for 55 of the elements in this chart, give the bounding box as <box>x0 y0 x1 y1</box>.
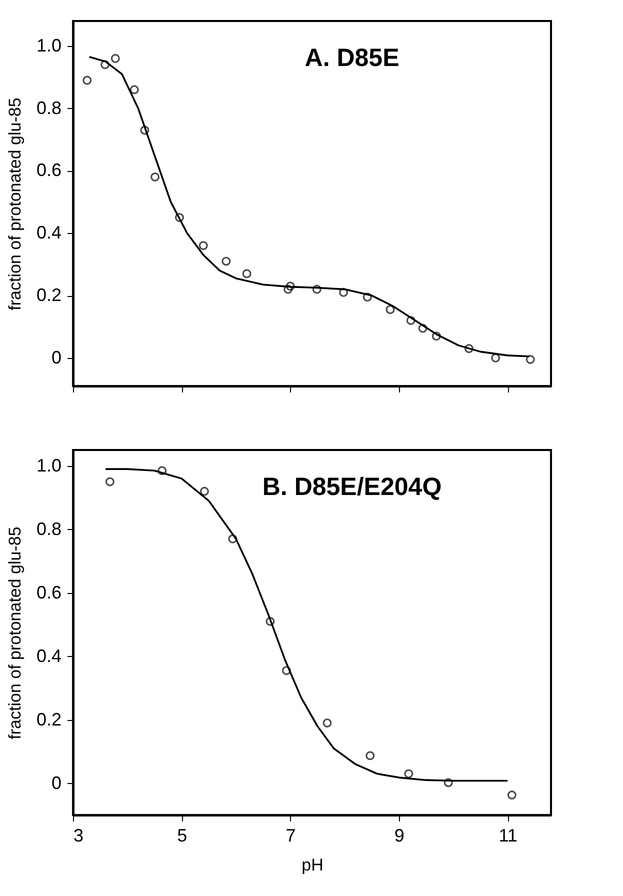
point <box>174 213 184 222</box>
y-tick-label: 1.0 <box>36 35 62 56</box>
y-tick-label: 0.6 <box>36 160 62 180</box>
x-tick-label: 7 <box>286 826 296 846</box>
point <box>507 790 516 800</box>
point <box>464 344 474 354</box>
point <box>242 269 252 278</box>
point <box>366 751 375 760</box>
point <box>100 60 110 70</box>
point <box>150 172 160 182</box>
point <box>406 316 416 325</box>
point <box>158 466 167 476</box>
point <box>105 477 114 486</box>
x-tick-label: 9 <box>394 826 404 846</box>
point <box>282 666 291 676</box>
point <box>322 718 332 728</box>
point <box>200 486 209 496</box>
y-tick-label: 0 <box>51 772 62 793</box>
y-tick-label: 0.4 <box>36 646 62 666</box>
y-axis-title: fraction of protonated glu-85 <box>5 98 24 310</box>
y-tick-label: 0 <box>51 347 62 368</box>
point <box>432 332 441 341</box>
point <box>491 353 500 362</box>
point <box>284 284 293 294</box>
x-axis-title: pH <box>302 856 324 874</box>
y-tick-label: 1.0 <box>36 455 62 476</box>
x-tick-label: 11 <box>498 826 518 846</box>
point <box>82 76 92 85</box>
x-tick-label: 3 <box>74 826 84 846</box>
point <box>222 256 231 266</box>
point <box>130 85 139 94</box>
y-tick-label: 0.8 <box>36 518 62 539</box>
point <box>338 288 348 297</box>
point <box>526 354 535 364</box>
point <box>110 54 120 63</box>
y-tick-label: 0.2 <box>36 285 62 306</box>
y-tick-label: 0.6 <box>36 582 62 602</box>
point <box>444 778 453 788</box>
point <box>404 769 414 778</box>
y-axis-title: fraction of protonated glu-85 <box>5 526 24 740</box>
point <box>418 324 428 333</box>
point <box>198 241 208 250</box>
point <box>312 284 322 294</box>
point <box>362 292 372 302</box>
point <box>386 305 395 314</box>
y-tick-label: 0.8 <box>36 98 62 118</box>
y-tick-label: 0.4 <box>36 222 62 243</box>
point <box>266 616 275 626</box>
y-tick-label: 0.2 <box>36 709 62 730</box>
point <box>228 534 238 544</box>
text: B. D85E/E204Q <box>262 473 442 501</box>
point <box>286 282 295 291</box>
text: A. D85E <box>304 44 400 72</box>
point <box>140 126 150 135</box>
x-tick-label: 5 <box>177 826 188 846</box>
